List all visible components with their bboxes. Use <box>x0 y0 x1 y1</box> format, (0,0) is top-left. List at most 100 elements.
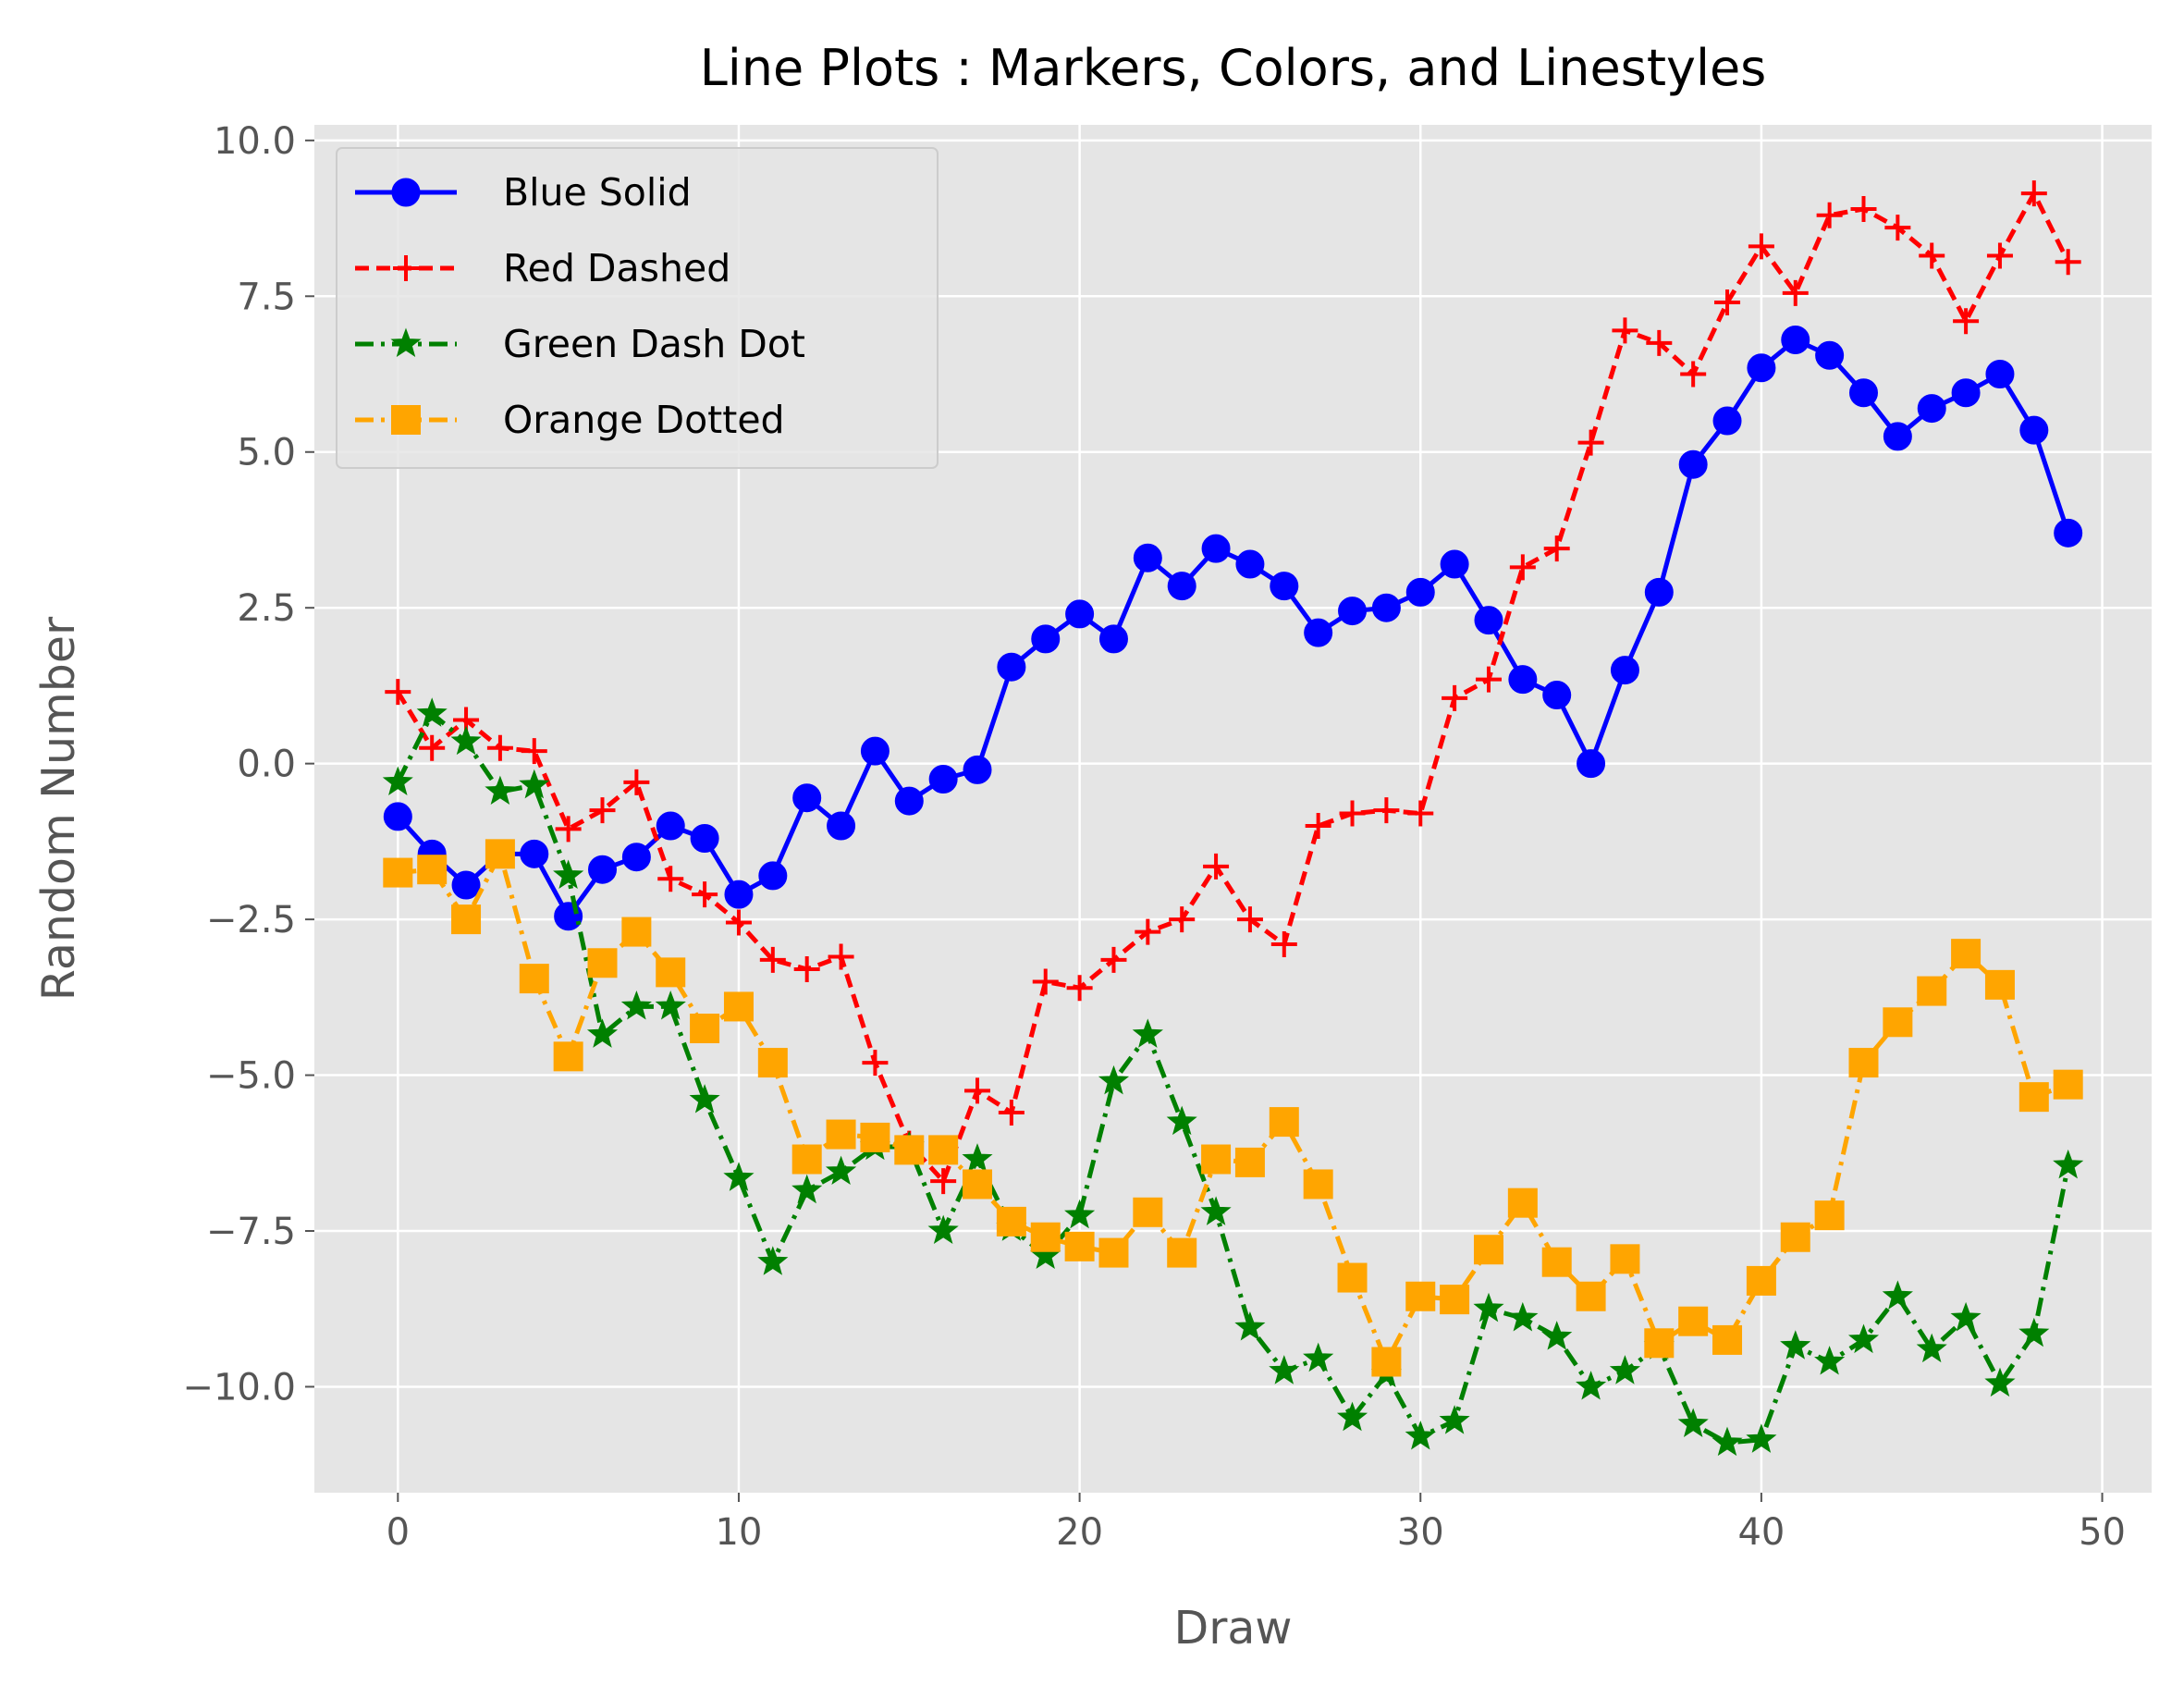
data-point <box>1132 1018 1163 1048</box>
data-point <box>1610 656 1639 685</box>
data-point <box>2053 1069 2083 1100</box>
data-point <box>1646 329 1673 356</box>
data-point <box>1439 1405 1470 1434</box>
data-point <box>1442 684 1468 711</box>
data-point <box>962 1143 993 1173</box>
data-point <box>451 904 482 935</box>
data-point <box>1919 242 1945 269</box>
data-point <box>1339 800 1366 827</box>
data-point <box>1951 378 1981 408</box>
data-point <box>723 991 754 1022</box>
data-point <box>1235 549 1265 579</box>
data-point <box>928 764 958 794</box>
data-point <box>759 946 786 973</box>
data-point <box>1678 449 1708 479</box>
y-tick-label: −2.5 <box>206 899 296 941</box>
y-tick-label: −7.5 <box>206 1211 296 1253</box>
data-point <box>1577 429 1604 456</box>
data-point <box>1100 946 1127 973</box>
data-point <box>860 1122 890 1152</box>
data-point <box>1780 1330 1811 1360</box>
data-point <box>1373 797 1400 824</box>
data-point <box>1507 1187 1538 1218</box>
data-point <box>2018 1082 2049 1113</box>
data-point <box>1169 906 1196 933</box>
data-point <box>1576 1371 1607 1400</box>
legend-label: Orange Dotted <box>503 398 785 442</box>
data-point <box>1405 577 1435 607</box>
data-point <box>620 990 652 1020</box>
data-point <box>1917 394 1946 424</box>
data-point <box>419 734 446 761</box>
data-point <box>554 902 583 931</box>
chart-title: Line Plots : Markers, Colors, and Linest… <box>700 39 1767 97</box>
data-point <box>1712 406 1742 436</box>
data-point <box>1612 317 1638 344</box>
data-point <box>1201 534 1231 563</box>
data-point <box>963 755 992 784</box>
data-point <box>1203 853 1230 880</box>
data-point <box>689 1084 720 1114</box>
legend-label: Red Dashed <box>503 246 730 290</box>
data-point <box>393 255 419 281</box>
data-point <box>690 824 719 854</box>
x-tick-label: 10 <box>716 1511 763 1554</box>
data-point <box>1917 976 1947 1006</box>
data-point <box>1269 1107 1299 1138</box>
data-point <box>791 1144 822 1175</box>
legend-label: Green Dash Dot <box>503 322 805 366</box>
x-tick-label: 50 <box>2079 1511 2126 1554</box>
series-line <box>396 711 2071 1446</box>
data-point <box>1984 969 2015 1000</box>
data-point <box>2018 1317 2050 1347</box>
data-point <box>2054 518 2083 548</box>
data-point <box>1748 233 1774 260</box>
data-point <box>963 1169 993 1200</box>
data-point <box>451 870 481 900</box>
data-point <box>519 769 550 799</box>
data-point <box>1474 606 1503 635</box>
data-point <box>1644 577 1674 607</box>
x-tick-label: 0 <box>386 1511 410 1554</box>
data-point <box>1167 572 1196 601</box>
data-point <box>2055 249 2081 276</box>
data-point <box>792 783 822 813</box>
data-point <box>827 811 856 841</box>
y-tick-label: −5.0 <box>206 1055 296 1098</box>
data-point <box>555 816 582 843</box>
series-blue-solid <box>383 325 2083 931</box>
data-point <box>1746 1265 1776 1296</box>
data-point <box>1883 1007 1913 1038</box>
data-point <box>1577 749 1606 779</box>
data-point <box>383 802 412 831</box>
data-point <box>793 956 820 982</box>
data-point <box>1098 624 1128 654</box>
data-point <box>860 736 890 766</box>
data-point <box>757 1246 789 1275</box>
data-point <box>1781 325 1810 354</box>
data-point <box>1541 1321 1573 1350</box>
data-point <box>1201 1144 1232 1175</box>
y-tick-label: 0.0 <box>237 744 296 786</box>
data-point <box>825 1155 857 1186</box>
data-point <box>391 405 421 435</box>
data-point <box>1166 1105 1197 1136</box>
data-point <box>1098 1064 1130 1095</box>
data-point <box>1167 1237 1197 1268</box>
legend-item: Blue Solid <box>355 170 692 215</box>
data-point <box>1985 360 2015 389</box>
data-point <box>1473 1292 1504 1323</box>
data-point <box>655 990 686 1020</box>
data-point <box>553 859 584 890</box>
data-point <box>1338 597 1368 626</box>
data-point <box>621 843 651 872</box>
data-point <box>1269 1355 1300 1384</box>
data-point <box>894 1135 925 1165</box>
data-point <box>521 738 547 765</box>
data-point <box>2020 180 2047 207</box>
series-orange-dotted <box>383 839 2083 1377</box>
data-point <box>1030 1222 1061 1252</box>
data-point <box>1407 800 1434 827</box>
series-group <box>382 180 2084 1457</box>
data-point <box>1270 572 1299 601</box>
